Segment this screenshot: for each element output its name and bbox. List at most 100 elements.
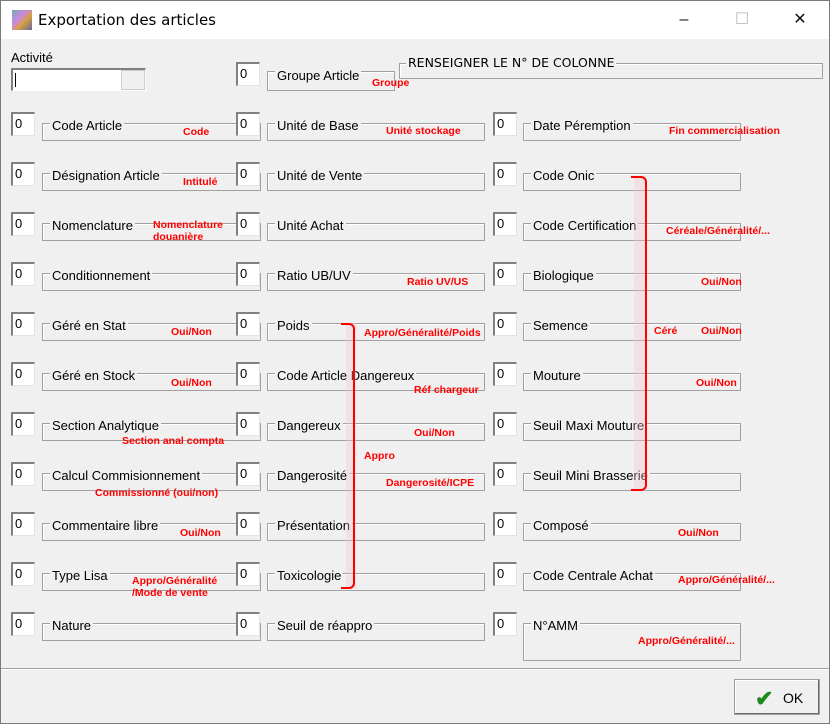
unite-de-vente-column-input[interactable]: 0	[236, 162, 260, 186]
unite-achat-label: Unité Achat	[275, 218, 346, 233]
annotation: Réf chargeur	[414, 384, 479, 396]
n-amm-column-input[interactable]: 0	[493, 612, 517, 636]
type-lisa-label: Type Lisa	[50, 568, 110, 583]
type-lisa-column-input[interactable]: 0	[11, 562, 35, 586]
code-article-groupbox	[42, 123, 261, 141]
annotation: Céréale/Généralité/...	[666, 225, 770, 237]
activite-combobox[interactable]	[11, 68, 146, 91]
ge-re-en-stock-column-input[interactable]: 0	[11, 362, 35, 386]
annotation: Fin commercialisation	[669, 125, 780, 137]
annotation: Appro/Généralité /Mode de vente	[132, 575, 218, 599]
activite-label: Activité	[11, 50, 53, 65]
annotation: Commissionné (oui/non)	[95, 487, 219, 499]
code-article-dangereux-column-input[interactable]: 0	[236, 362, 260, 386]
code-onic-label: Code Onic	[531, 168, 597, 183]
code-article-column-input[interactable]: 0	[11, 112, 35, 136]
groupe-article-column-input[interactable]: 0	[236, 62, 260, 86]
ok-label: OK	[783, 690, 804, 706]
cere-bracket-label: Céré	[654, 325, 678, 337]
cere-bracket-lower	[631, 331, 647, 491]
nomenclature-groupbox	[42, 223, 261, 241]
cere-bracket	[631, 176, 647, 331]
section-analytique-column-input[interactable]: 0	[11, 412, 35, 436]
calcul-commisionnement-column-input[interactable]: 0	[11, 462, 35, 486]
annotation: Oui/Non	[701, 276, 742, 288]
code-article-dangereux-label: Code Article Dangereux	[275, 368, 417, 383]
compose-groupbox	[523, 523, 741, 541]
biologique-label: Biologique	[531, 268, 596, 283]
mouture-label: Mouture	[531, 368, 583, 383]
code-certification-column-input[interactable]: 0	[493, 212, 517, 236]
annotation: Groupe	[372, 77, 410, 89]
pre-sentation-groupbox	[267, 523, 485, 541]
dangerosite-groupbox	[267, 473, 485, 491]
dangereux-column-input[interactable]: 0	[236, 412, 260, 436]
maximize-button[interactable]: ☐	[734, 11, 750, 28]
seuil-maxi-mouture-column-input[interactable]: 0	[493, 412, 517, 436]
nature-groupbox	[42, 623, 261, 641]
de-signation-article-label: Désignation Article	[50, 168, 162, 183]
unite-de-base-groupbox	[267, 123, 485, 141]
annotation: Appro/Généralité/Poids	[364, 327, 481, 339]
de-signation-article-column-input[interactable]: 0	[11, 162, 35, 186]
date-pe-remption-label: Date Péremption	[531, 118, 633, 133]
annotation: Oui/Non	[696, 377, 737, 389]
semence-column-input[interactable]: 0	[493, 312, 517, 336]
toxicologie-column-input[interactable]: 0	[236, 562, 260, 586]
unite-de-base-column-input[interactable]: 0	[236, 112, 260, 136]
annotation: Unité stockage	[386, 125, 461, 137]
seuil-de-re-appro-groupbox	[267, 623, 485, 641]
ge-re-en-stat-column-input[interactable]: 0	[11, 312, 35, 336]
biologique-groupbox	[523, 273, 741, 291]
semence-groupbox	[523, 323, 741, 341]
window-title: Exportation des articles	[38, 11, 216, 29]
annotation: Section anal compta	[122, 435, 225, 447]
date-pe-remption-column-input[interactable]: 0	[493, 112, 517, 136]
seuil-maxi-mouture-label: Seuil Maxi Mouture	[531, 418, 647, 433]
semence-label: Semence	[531, 318, 590, 333]
annotation: Ratio UV/US	[407, 276, 469, 288]
minimize-button[interactable]: –	[679, 11, 689, 28]
code-certification-label: Code Certification	[531, 218, 639, 233]
close-button[interactable]: ✕	[793, 11, 807, 28]
seuil-mini-brasserie-column-input[interactable]: 0	[493, 462, 517, 486]
commentaire-libre-column-input[interactable]: 0	[11, 512, 35, 536]
conditionnement-column-input[interactable]: 0	[11, 262, 35, 286]
unite-achat-column-input[interactable]: 0	[236, 212, 260, 236]
code-article-label: Code Article	[50, 118, 125, 133]
annotation: Oui/Non	[171, 377, 212, 389]
dangerosite-label: Dangerosité	[275, 468, 350, 483]
ge-re-en-stock-label: Géré en Stock	[50, 368, 138, 383]
bracket-shade	[634, 176, 646, 491]
code-centrale-achat-column-input[interactable]: 0	[493, 562, 517, 586]
poids-column-input[interactable]: 0	[236, 312, 260, 336]
compose-label: Composé	[531, 518, 591, 533]
compose-column-input[interactable]: 0	[493, 512, 517, 536]
ok-button[interactable]: ✔ OK	[734, 679, 820, 715]
ratio-ub-uv-column-input[interactable]: 0	[236, 262, 260, 286]
dangerosite-column-input[interactable]: 0	[236, 462, 260, 486]
code-onic-column-input[interactable]: 0	[493, 162, 517, 186]
seuil-de-re-appro-label: Seuil de réappro	[275, 618, 375, 633]
ge-re-en-stock-groupbox	[42, 373, 261, 391]
seuil-de-re-appro-column-input[interactable]: 0	[236, 612, 260, 636]
biologique-column-input[interactable]: 0	[493, 262, 517, 286]
pre-sentation-label: Présentation	[275, 518, 352, 533]
pre-sentation-column-input[interactable]: 0	[236, 512, 260, 536]
header-label: RENSEIGNER LE N° DE COLONNE	[406, 55, 617, 70]
ge-re-en-stat-groupbox	[42, 323, 261, 341]
nomenclature-column-input[interactable]: 0	[11, 212, 35, 236]
dropdown-button[interactable]	[121, 70, 145, 90]
annotation: Nomenclature douanière	[153, 219, 224, 243]
toxicologie-label: Toxicologie	[275, 568, 344, 583]
mouture-column-input[interactable]: 0	[493, 362, 517, 386]
nature-column-input[interactable]: 0	[11, 612, 35, 636]
appro-bracket	[341, 323, 355, 456]
poids-groupbox	[267, 323, 485, 341]
code-centrale-achat-label: Code Centrale Achat	[531, 568, 655, 583]
code-onic-groupbox	[523, 173, 741, 191]
unite-de-base-label: Unité de Base	[275, 118, 361, 133]
unite-de-vente-label: Unité de Vente	[275, 168, 365, 183]
mouture-groupbox	[523, 373, 741, 391]
annotation: Code	[183, 126, 210, 138]
